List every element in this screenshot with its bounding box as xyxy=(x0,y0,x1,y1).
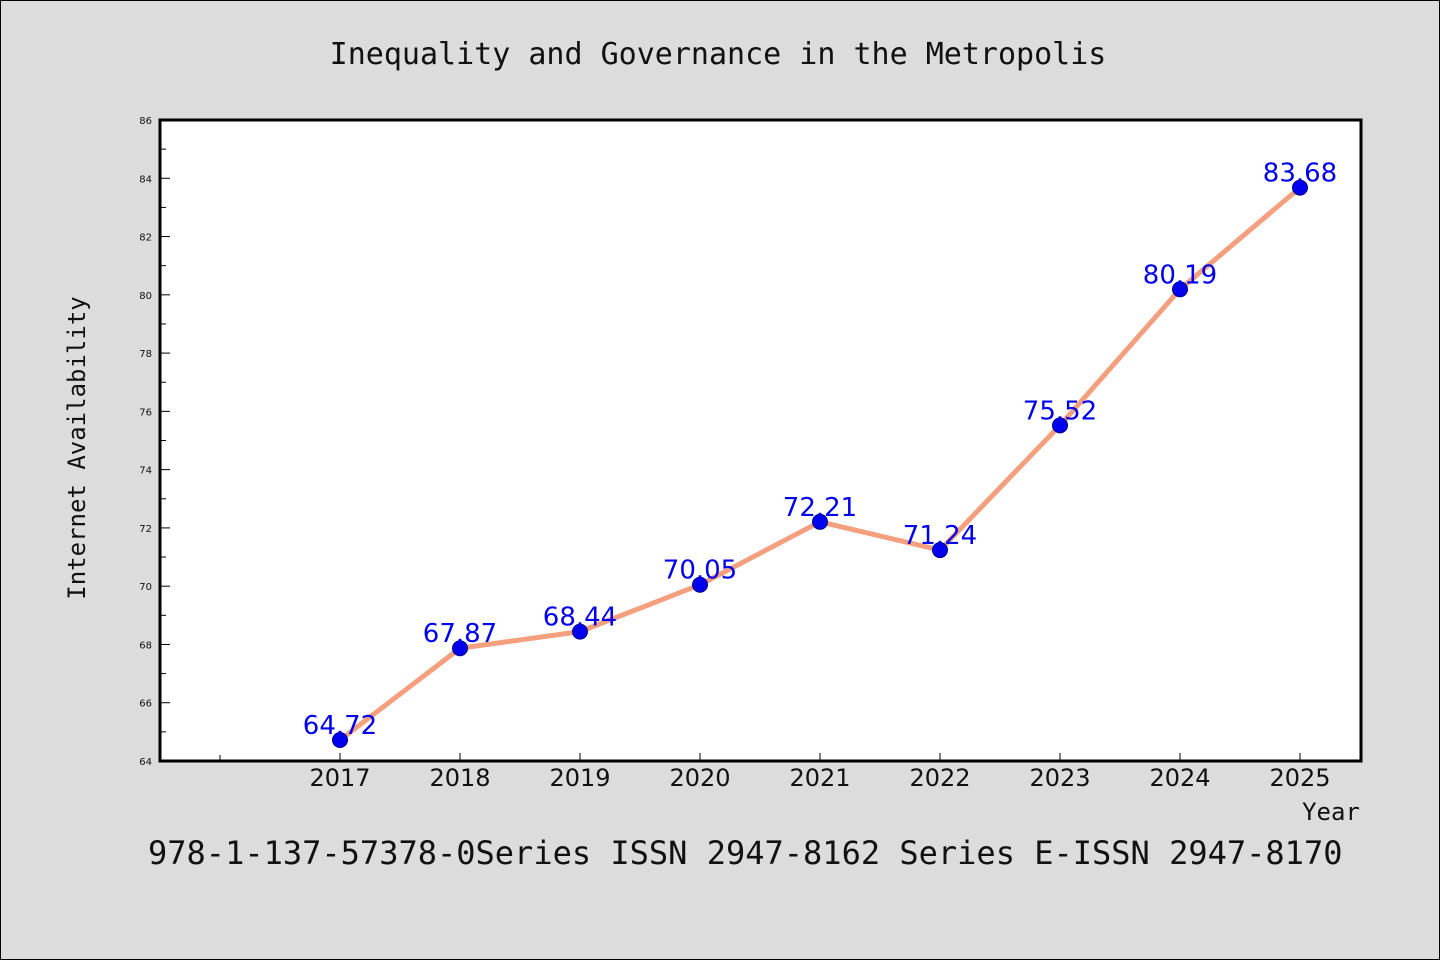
y-tick-label: 68 xyxy=(139,640,152,651)
plot-area xyxy=(160,120,1361,761)
data-point-label: 64.72 xyxy=(303,711,377,741)
x-axis: 2017 2018 2019 2020 2021 2022 2023 2024 2025 xyxy=(219,753,1331,792)
data-point-label: 75.52 xyxy=(1023,396,1097,426)
data-point-marker xyxy=(1172,281,1188,298)
x-tick-label: 2019 xyxy=(549,764,610,792)
y-tick-label: 82 xyxy=(139,233,152,244)
plot-border xyxy=(158,118,1363,763)
data-point-label: 68.44 xyxy=(543,603,617,633)
data-point-marker xyxy=(332,732,348,749)
y-tick-label: 66 xyxy=(139,699,152,710)
y-tick-label: 70 xyxy=(139,582,152,593)
data-point-marker xyxy=(1052,417,1068,434)
data-point-marker xyxy=(932,542,948,559)
x-tick-label: 2020 xyxy=(669,764,730,792)
y-tick-label: 74 xyxy=(139,466,152,477)
x-tick-label: 2024 xyxy=(1149,764,1210,792)
data-markers xyxy=(332,179,1308,749)
data-point-label: 83.68 xyxy=(1263,159,1337,189)
data-point-label: 72.21 xyxy=(783,493,857,523)
data-point-marker xyxy=(452,640,468,657)
data-point-label: 80.19 xyxy=(1143,260,1217,290)
data-point-marker xyxy=(812,513,828,530)
y-tick-label: 64 xyxy=(139,757,152,768)
x-tick-label: 2021 xyxy=(789,764,850,792)
data-point-label: 71.24 xyxy=(903,521,977,551)
data-point-marker xyxy=(692,576,708,593)
data-point-marker xyxy=(1292,179,1308,196)
y-tick-label: 78 xyxy=(139,349,152,360)
y-tick-label: 86 xyxy=(139,116,152,127)
y-axis: 64 66 68 70 72 74 76 78 80 82 84 86 xyxy=(139,116,170,768)
x-tick-label: 2022 xyxy=(909,764,970,792)
y-tick-label: 80 xyxy=(139,291,152,302)
data-labels: 64.72 67.87 68.44 70.05 72.21 71.24 75.52 80.19… xyxy=(303,159,1337,741)
x-axis-label: Year xyxy=(1302,798,1360,826)
x-tick-label: 2025 xyxy=(1269,764,1330,792)
x-tick-label: 2017 xyxy=(309,764,370,792)
y-tick-label: 76 xyxy=(139,407,152,418)
y-axis-label: Internet Availability xyxy=(63,296,91,599)
chart-title: Inequality and Governance in the Metropo… xyxy=(330,37,1107,72)
x-tick-label: 2023 xyxy=(1029,764,1090,792)
x-tick-label: 2018 xyxy=(429,764,490,792)
data-point-marker xyxy=(572,623,588,640)
data-point-label: 67.87 xyxy=(423,619,497,649)
y-tick-label: 72 xyxy=(139,524,152,535)
footer-text: 978-1-137-57378-0Series ISSN 2947-8162 S… xyxy=(148,834,1342,872)
data-point-label: 70.05 xyxy=(663,556,737,586)
y-tick-label: 84 xyxy=(139,174,152,185)
